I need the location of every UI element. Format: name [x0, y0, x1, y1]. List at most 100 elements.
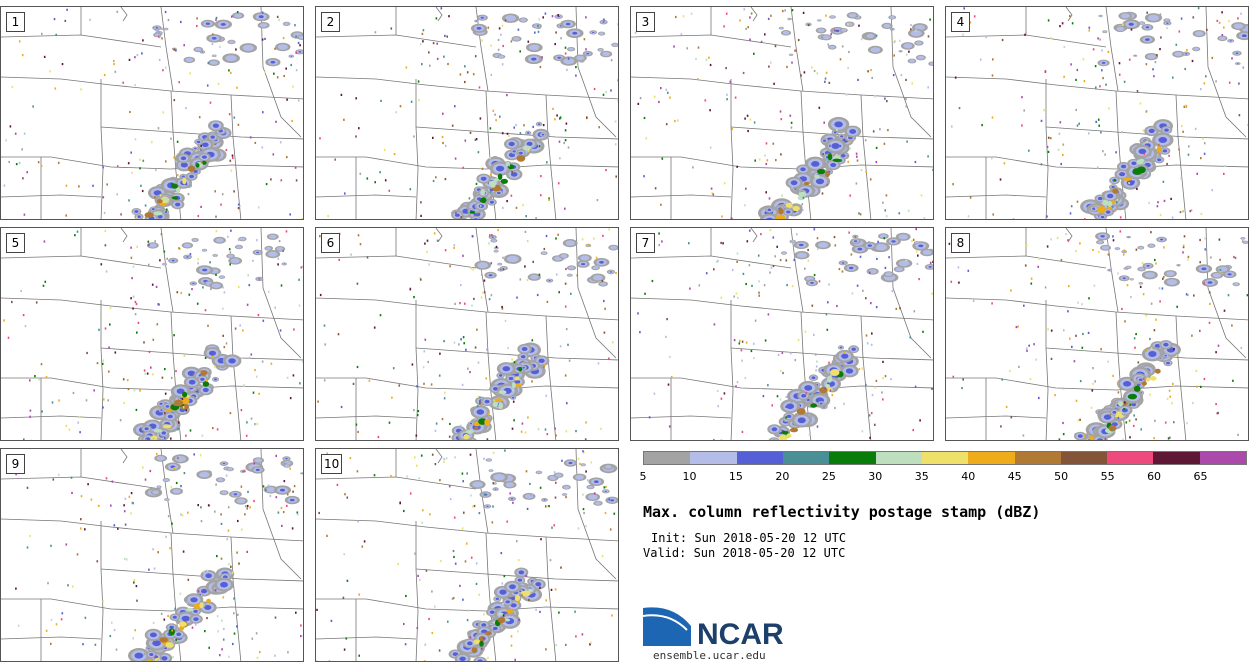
reflectivity-core [825, 170, 830, 177]
reflectivity-speckle [233, 190, 235, 193]
reflectivity-speckle [1164, 421, 1167, 424]
reflectivity-speckle [278, 240, 281, 243]
reflectivity-speckle [1062, 143, 1065, 146]
reflectivity-speckle [1182, 246, 1185, 249]
reflectivity-cell [1177, 264, 1180, 266]
reflectivity-speckle [148, 350, 151, 353]
reflectivity-speckle [1121, 307, 1123, 311]
reflectivity-speckle [1183, 105, 1186, 108]
reflectivity-speckle [1132, 424, 1135, 427]
init-time: Init: Sun 2018-05-20 12 UTC [651, 531, 847, 545]
reflectivity-speckle [1136, 90, 1139, 93]
reflectivity-speckle [544, 364, 546, 367]
reflectivity-speckle [1159, 300, 1161, 303]
reflectivity-core [1127, 393, 1137, 400]
reflectivity-speckle [461, 527, 464, 530]
reflectivity-speckle [302, 634, 303, 637]
reflectivity-speckle [570, 292, 572, 295]
reflectivity-speckle [1026, 349, 1028, 352]
reflectivity-speckle [276, 15, 279, 18]
ensemble-member-panel: 2 [315, 6, 619, 220]
reflectivity-core [500, 178, 508, 184]
reflectivity-speckle [142, 466, 144, 469]
reflectivity-cell [505, 15, 517, 22]
reflectivity-speckle [1246, 294, 1248, 297]
reflectivity-speckle [471, 304, 473, 307]
reflectivity-core [832, 158, 842, 162]
reflectivity-speckle [102, 406, 104, 409]
reflectivity-speckle [286, 98, 288, 101]
reflectivity-speckle [132, 307, 134, 310]
reflectivity-speckle [1021, 124, 1023, 127]
reflectivity-speckle [770, 266, 773, 269]
state-boundary [730, 347, 933, 361]
reflectivity-speckle [422, 29, 425, 32]
reflectivity-speckle [585, 16, 587, 19]
reflectivity-speckle [398, 384, 401, 387]
reflectivity-speckle [688, 242, 690, 245]
reflectivity-core [492, 401, 498, 407]
reflectivity-speckle [169, 547, 171, 550]
reflectivity-speckle [197, 504, 199, 507]
reflectivity-speckle [258, 392, 260, 395]
panel-number: 3 [636, 12, 655, 32]
reflectivity-speckle [43, 55, 46, 58]
reflectivity-speckle [285, 230, 288, 233]
reflectivity-cell [183, 243, 192, 248]
reflectivity-speckle [240, 485, 243, 488]
reflectivity-cell [201, 155, 207, 159]
reflectivity-speckle [1122, 438, 1124, 440]
reflectivity-cell [914, 241, 919, 244]
reflectivity-speckle [1018, 365, 1020, 368]
reflectivity-core [1118, 401, 1124, 407]
reflectivity-speckle [451, 124, 454, 127]
colorbar-tick-label: 55 [1100, 470, 1115, 483]
reflectivity-speckle [471, 235, 474, 238]
reflectivity-core [796, 408, 806, 415]
reflectivity-speckle [608, 357, 610, 360]
reflectivity-speckle [1182, 244, 1185, 247]
reflectivity-speckle [1024, 264, 1027, 267]
reflectivity-speckle [113, 62, 115, 66]
reflectivity-speckle [201, 161, 203, 164]
reflectivity-speckle [639, 331, 641, 334]
reflectivity-speckle [148, 243, 150, 246]
reflectivity-speckle [128, 58, 131, 61]
reflectivity-cell [199, 471, 210, 478]
reflectivity-speckle [716, 389, 719, 393]
state-boundary [545, 94, 557, 219]
reflectivity-speckle [883, 237, 886, 240]
reflectivity-speckle [502, 268, 505, 271]
reflectivity-cell [1099, 439, 1102, 440]
reflectivity-speckle [859, 213, 862, 216]
reflectivity-speckle [72, 391, 75, 395]
reflectivity-speckle [951, 125, 953, 128]
reflectivity-speckle [1057, 148, 1060, 151]
reflectivity-speckle [1094, 207, 1097, 210]
reflectivity-speckle [323, 379, 326, 382]
reflectivity-speckle [834, 406, 836, 410]
reflectivity-speckle [542, 124, 545, 127]
reflectivity-speckle [992, 58, 994, 61]
reflectivity-speckle [883, 142, 886, 145]
reflectivity-speckle [539, 610, 541, 613]
reflectivity-speckle [519, 50, 521, 53]
reflectivity-speckle [849, 147, 851, 150]
reflectivity-speckle [1108, 107, 1110, 110]
reflectivity-speckle [560, 566, 562, 569]
reflectivity-speckle [862, 289, 864, 292]
reflectivity-speckle [582, 508, 585, 511]
reflectivity-speckle [196, 24, 198, 28]
reflectivity-speckle [1162, 180, 1165, 183]
reflectivity-speckle [441, 135, 444, 139]
reflectivity-speckle [765, 142, 768, 145]
reflectivity-speckle [1124, 320, 1126, 323]
reflectivity-speckle [1154, 419, 1156, 422]
reflectivity-cell [563, 58, 575, 65]
reflectivity-speckle [1115, 151, 1117, 154]
reflectivity-speckle [453, 516, 456, 519]
reflectivity-speckle [239, 324, 241, 327]
reflectivity-speckle [454, 456, 456, 459]
state-boundary [946, 377, 1248, 391]
reflectivity-cell [155, 29, 159, 31]
